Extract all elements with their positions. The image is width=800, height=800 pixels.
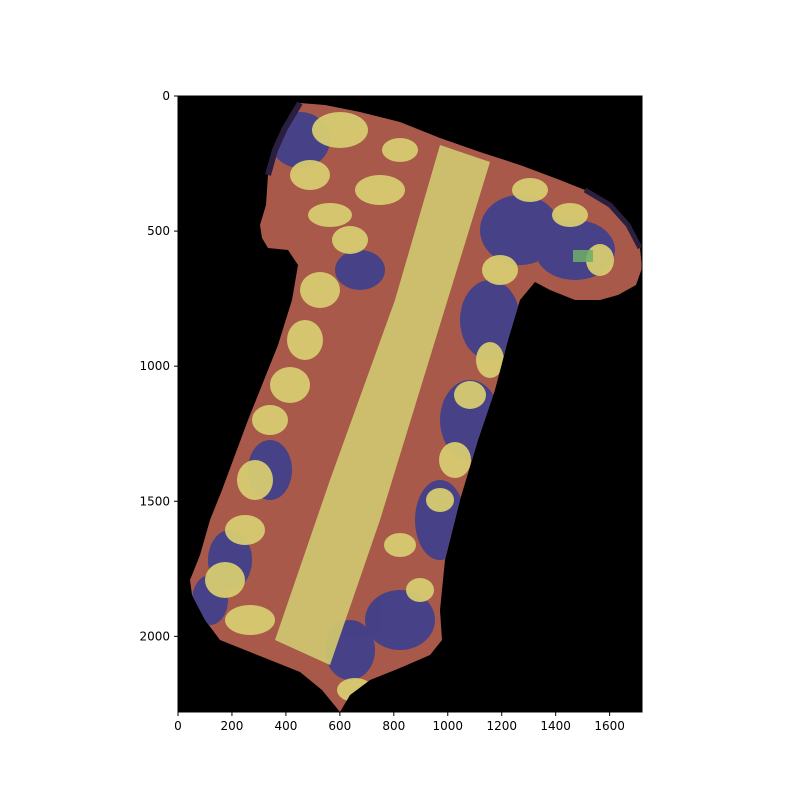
y-tick-label: 500 [147, 224, 170, 238]
x-tick-label: 800 [382, 719, 405, 733]
axes-frame [177, 95, 643, 713]
x-tick-label: 0 [174, 719, 182, 733]
tissue-rim [265, 101, 303, 176]
x-tick-label: 1000 [432, 719, 463, 733]
x-tick-label: 1200 [486, 719, 517, 733]
x-tick-label: 1400 [540, 719, 571, 733]
yellow-blobs [205, 112, 614, 702]
green-patch [573, 250, 593, 262]
y-tick-label: 0 [162, 89, 170, 103]
y-tick-label: 1000 [139, 359, 170, 373]
tissue-rim-right [583, 187, 642, 250]
nuclei-regions [192, 112, 615, 680]
central-band [275, 145, 490, 665]
x-tick-label: 1600 [594, 719, 625, 733]
x-axis-ticks: 0 200 400 600 800 1000 1200 1400 1600 [174, 712, 625, 733]
x-tick-label: 200 [221, 719, 244, 733]
y-tick-label: 2000 [139, 629, 170, 643]
x-tick-label: 400 [274, 719, 297, 733]
x-tick-label: 600 [328, 719, 351, 733]
y-axis-ticks: 0 500 1000 1500 2000 [139, 89, 178, 643]
y-tick-label: 1500 [139, 494, 170, 508]
